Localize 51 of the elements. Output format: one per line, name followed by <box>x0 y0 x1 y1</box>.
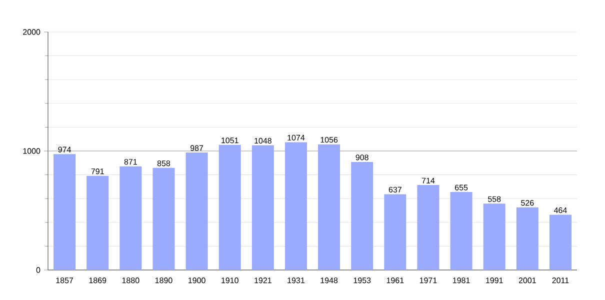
data-label: 464 <box>554 207 567 214</box>
x-tick-label: 2001 <box>518 278 536 284</box>
bar <box>152 168 175 270</box>
x-tick-label: 1971 <box>420 278 437 284</box>
x-tick-label: 1921 <box>254 278 272 284</box>
data-label: 791 <box>91 168 104 174</box>
data-label: 558 <box>488 196 501 202</box>
x-tick-label: 1953 <box>354 278 371 284</box>
data-label: 1056 <box>320 136 338 143</box>
x-tick-label: 1948 <box>320 278 338 284</box>
bar <box>483 204 506 270</box>
bar <box>252 145 274 270</box>
data-label: 1051 <box>222 138 238 144</box>
x-tick-label: 1991 <box>486 278 503 284</box>
x-tick-label: 1880 <box>122 278 140 284</box>
bar <box>218 144 241 270</box>
x-tick-label: 1961 <box>386 278 404 284</box>
x-tick-label: 1890 <box>155 278 172 284</box>
bar <box>516 207 538 270</box>
bar <box>384 194 406 270</box>
bar <box>186 152 208 270</box>
bar <box>120 166 142 270</box>
x-tick-label: 1900 <box>188 278 206 284</box>
data-label: 908 <box>356 154 368 160</box>
x-tick-label: 1931 <box>288 278 304 284</box>
bar <box>86 176 109 270</box>
bar <box>318 144 340 270</box>
y-tick-label: 2000 <box>23 29 40 35</box>
data-label: 526 <box>521 200 534 206</box>
data-label: 987 <box>190 145 204 151</box>
data-label: 858 <box>157 160 170 166</box>
x-tick-label: 1869 <box>89 278 106 284</box>
x-tick-label: 2011 <box>552 278 569 284</box>
y-tick-label: 1000 <box>23 148 40 154</box>
bar <box>450 192 472 270</box>
bar <box>351 162 374 270</box>
y-tick-label: 0 <box>36 267 40 273</box>
bar <box>54 154 76 270</box>
x-tick-label: 1910 <box>222 278 238 284</box>
data-label: 1048 <box>254 138 272 144</box>
data-label: 871 <box>124 158 137 165</box>
bar <box>284 142 307 270</box>
bar <box>549 214 572 270</box>
data-label: 974 <box>58 146 71 152</box>
x-tick-label: 1857 <box>56 278 74 284</box>
data-label: 637 <box>388 186 402 192</box>
data-label: 714 <box>422 178 435 184</box>
x-tick-label: 1981 <box>453 278 470 284</box>
data-label: 655 <box>455 184 468 190</box>
bar <box>417 185 440 270</box>
data-label: 1074 <box>288 134 305 140</box>
